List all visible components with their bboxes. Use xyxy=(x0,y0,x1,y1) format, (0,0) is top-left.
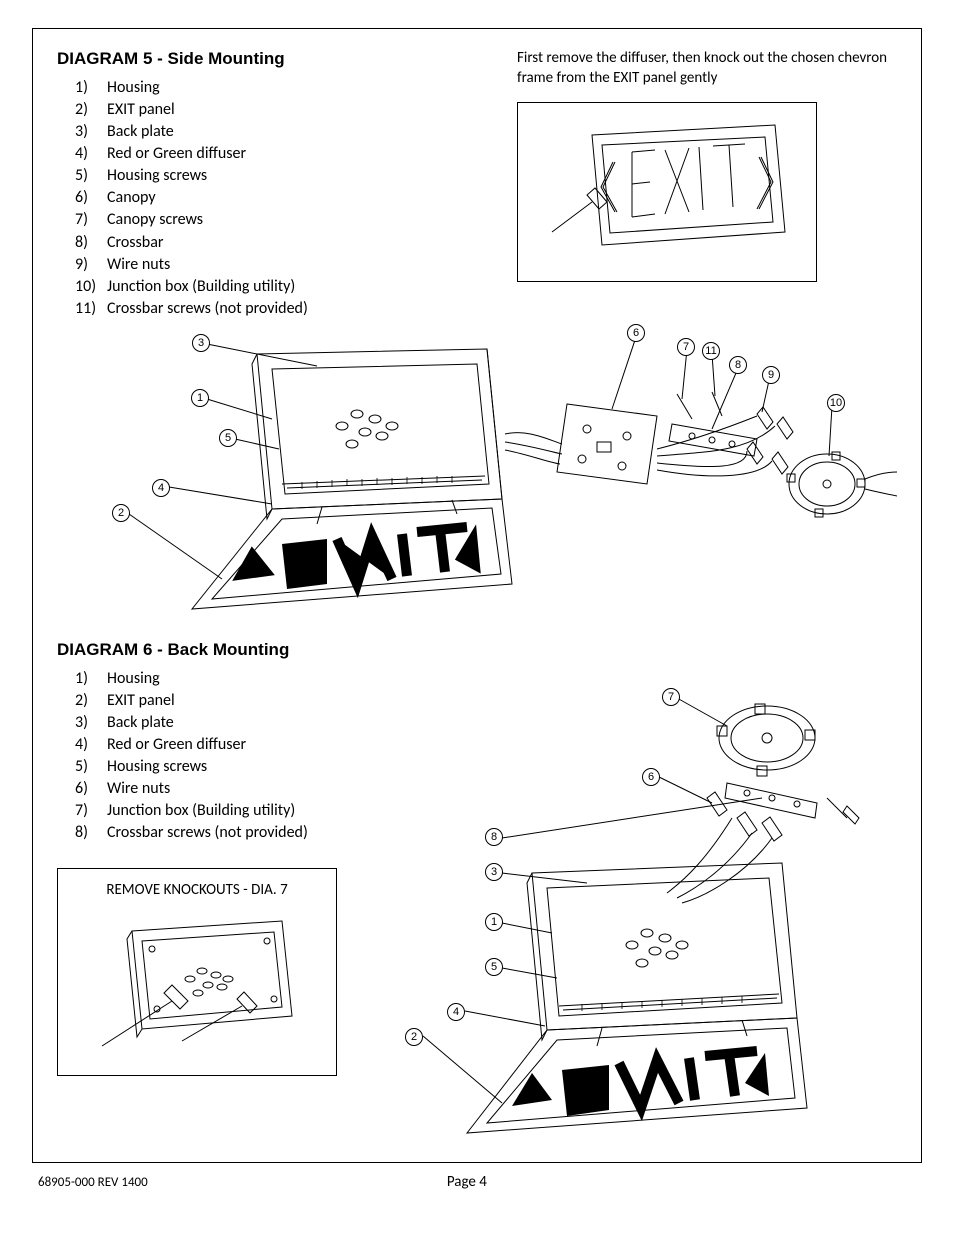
diagram6-parts-list: 1)Housing 2)EXIT panel 3)Back plate 4)Re… xyxy=(57,668,377,845)
knockout-icon xyxy=(92,911,302,1061)
diagram6-title: DIAGRAM 6 - Back Mounting xyxy=(57,640,897,660)
diagram5-parts-list: 1)Housing 2)EXIT panel 3)Back plate 4)Re… xyxy=(57,77,507,320)
callout: 9 xyxy=(762,366,780,384)
diagram5-row: DIAGRAM 5 - Side Mounting 1)Housing 2)EX… xyxy=(57,49,897,320)
diagram6-left: 1)Housing 2)EXIT panel 3)Back plate 4)Re… xyxy=(57,668,377,1138)
callout: 7 xyxy=(677,338,695,356)
diagram6-exploded: 7 6 8 3 1 5 4 2 xyxy=(387,668,897,1138)
page-footer: 68905-000 REV 1400 Page 4 xyxy=(32,1163,922,1191)
callout: 1 xyxy=(191,389,209,407)
callout: 8 xyxy=(485,828,503,846)
callout: 5 xyxy=(485,958,503,976)
callout: 6 xyxy=(642,768,660,786)
diagram6-exploded-icon xyxy=(387,668,887,1138)
callout: 11 xyxy=(702,342,720,360)
callout: 2 xyxy=(405,1028,423,1046)
callout: 1 xyxy=(485,913,503,931)
callout: 4 xyxy=(447,1003,465,1021)
diagram5-instructions: First remove the diffuser, then knock ou… xyxy=(517,49,897,88)
callout: 3 xyxy=(192,334,210,352)
callout: 4 xyxy=(152,479,170,497)
callout: 5 xyxy=(219,429,237,447)
callout: 2 xyxy=(112,504,130,522)
exit-sign-icon xyxy=(537,117,797,267)
diagram5-title: DIAGRAM 5 - Side Mounting xyxy=(57,49,507,69)
callout: 3 xyxy=(485,863,503,881)
diagram6-section: DIAGRAM 6 - Back Mounting 1)Housing 2)EX… xyxy=(57,640,897,1138)
callout: 6 xyxy=(627,324,645,342)
callout: 10 xyxy=(827,394,845,412)
diagram5-left: DIAGRAM 5 - Side Mounting 1)Housing 2)EX… xyxy=(57,49,507,320)
footer-page: Page 4 xyxy=(447,1173,487,1191)
diagram5-exploded: 3 1 5 4 2 6 7 11 8 9 10 xyxy=(57,324,897,624)
footer-rev: 68905-000 REV 1400 xyxy=(38,1175,148,1190)
exit-knock-illustration xyxy=(517,102,817,282)
knockout-title: REMOVE KNOCKOUTS - DIA. 7 xyxy=(72,881,322,899)
diagram5-right: First remove the diffuser, then knock ou… xyxy=(517,49,897,320)
page-frame: DIAGRAM 5 - Side Mounting 1)Housing 2)EX… xyxy=(32,28,922,1163)
callout: 8 xyxy=(729,356,747,374)
knockout-box: REMOVE KNOCKOUTS - DIA. 7 xyxy=(57,868,337,1076)
callout: 7 xyxy=(662,688,680,706)
